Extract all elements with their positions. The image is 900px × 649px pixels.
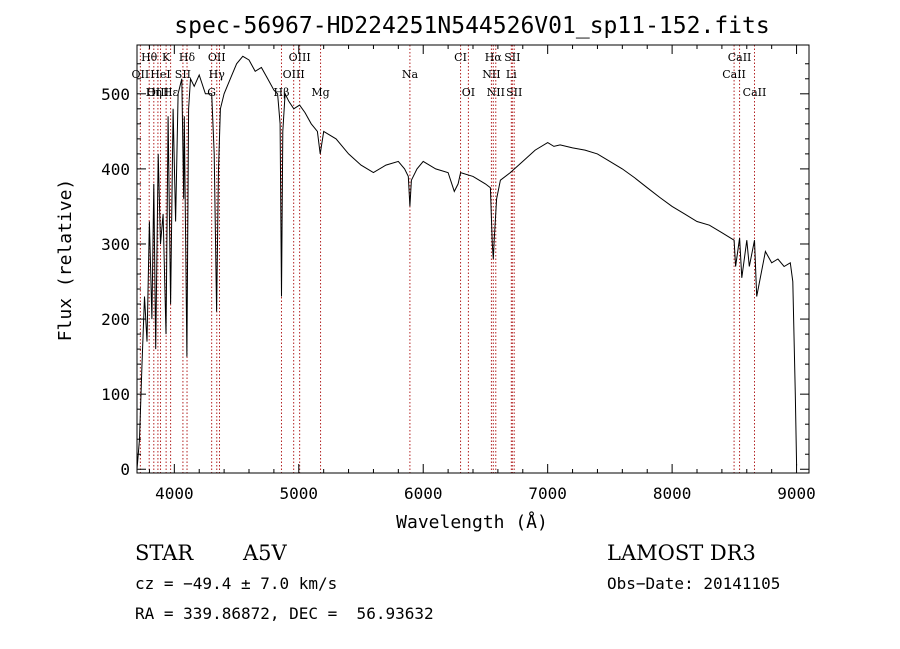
spectral-line-label: CaII bbox=[743, 86, 767, 99]
spectral-line-label: OIII bbox=[289, 51, 311, 64]
spectral-line-label: OII bbox=[132, 68, 150, 81]
chart-title: spec-56967-HD224251N544526V01_sp11-152.f… bbox=[174, 13, 769, 39]
y-tick-label: 400 bbox=[101, 160, 130, 179]
spectral-line-label: Hη bbox=[146, 86, 162, 99]
y-tick-label: 200 bbox=[101, 310, 130, 329]
spectral-line-label: SII bbox=[506, 86, 522, 99]
x-tick-label: 6000 bbox=[404, 484, 443, 503]
spectral-line-label: NII bbox=[487, 86, 505, 99]
plot-frame bbox=[136, 44, 810, 474]
redshift-cz: cz = −49.4 ± 7.0 km/s bbox=[135, 574, 337, 593]
spectral-line-label: Hε bbox=[163, 86, 179, 99]
x-tick-label: 9000 bbox=[777, 484, 816, 503]
x-tick-label: 7000 bbox=[528, 484, 567, 503]
y-tick-label: 300 bbox=[101, 235, 130, 254]
coordinates: RA = 339.86872, DEC = 56.93632 bbox=[135, 604, 434, 623]
spectral-line-label: Hδ bbox=[179, 51, 196, 64]
spectral-line-label: OIII bbox=[283, 68, 305, 81]
y-tick-label: 100 bbox=[101, 385, 130, 404]
spectral-line-label: CaII bbox=[728, 51, 752, 64]
spectral-line-label: Hγ bbox=[209, 68, 226, 81]
object-class: STAR bbox=[135, 541, 194, 565]
x-tick-label: 4000 bbox=[155, 484, 194, 503]
y-tick-label: 500 bbox=[101, 85, 130, 104]
y-axis-ticks: 0 100 200 300 400 500 bbox=[101, 63, 809, 479]
spectral-line-label: Hθ bbox=[141, 51, 158, 64]
spectral-line-label: G bbox=[207, 86, 216, 99]
spectral-line-label: Mg bbox=[311, 86, 329, 99]
spectral-line-label: SII bbox=[504, 51, 520, 64]
x-axis-ticks: 4000 5000 6000 7000 8000 9000 bbox=[148, 45, 816, 503]
spectrum-line bbox=[136, 55, 798, 470]
x-axis-label: Wavelength (Å) bbox=[396, 511, 548, 533]
y-axis-label: Flux (relative) bbox=[55, 179, 76, 342]
spectral-line-label: OI bbox=[462, 86, 475, 99]
spectral-line-label: Na bbox=[402, 68, 419, 81]
spectral-line-label: CaII bbox=[722, 68, 746, 81]
spectral-line-label: Hα bbox=[485, 51, 503, 64]
spectral-line-label: OII bbox=[208, 51, 226, 64]
object-subclass: A5V bbox=[242, 541, 288, 565]
x-tick-label: 8000 bbox=[653, 484, 692, 503]
survey-name: LAMOST DR3 bbox=[607, 541, 756, 565]
spectral-line-label: CI bbox=[454, 51, 467, 64]
spectral-line-label: K bbox=[162, 51, 171, 64]
observation-date: Obs−Date: 20141105 bbox=[607, 574, 780, 593]
spectral-line-label: Li bbox=[506, 68, 517, 81]
spectral-line-label: NII bbox=[482, 68, 500, 81]
y-tick-label: 0 bbox=[120, 460, 130, 479]
spectral-line-label: HeI bbox=[150, 68, 170, 81]
spectral-line-label: OIII bbox=[147, 86, 169, 99]
spectral-line-label: SII bbox=[175, 68, 191, 81]
spectral-marker-lines bbox=[139, 45, 755, 473]
x-tick-label: 5000 bbox=[280, 484, 319, 503]
